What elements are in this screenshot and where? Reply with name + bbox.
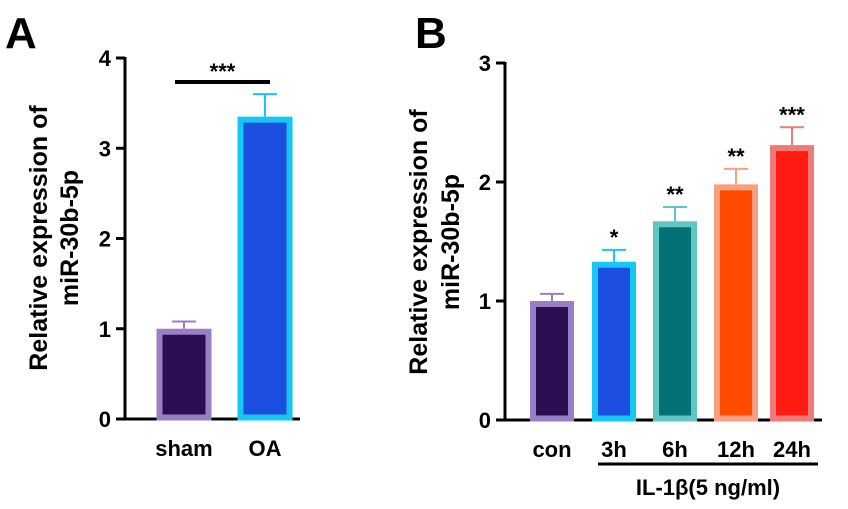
bar (714, 184, 758, 422)
y-tick-label: 0 (99, 407, 111, 432)
significance-label: * (610, 225, 619, 250)
bar (592, 261, 636, 422)
x-category-label: 12h (717, 437, 755, 462)
significance-label: ** (666, 182, 684, 207)
y-tick-label: 2 (99, 227, 111, 252)
x-category-label: OA (249, 436, 282, 461)
bar (770, 145, 814, 422)
chart-a: 0 1 2 3 4 sham OA *** (99, 46, 300, 461)
bar (530, 301, 574, 422)
y-tick-label: 1 (99, 317, 111, 342)
chart-b: 0 1 2 3 con 3h * 6h ** 12h ** 24h *** IL-1β(5 ng/ml) (479, 51, 822, 500)
y-axis-title-a-line2: miR-30b-5p (56, 170, 84, 306)
y-tick-label: 3 (479, 51, 491, 76)
significance-label: *** (210, 59, 236, 84)
bar (653, 221, 697, 422)
group-label: IL-1β(5 ng/ml) (636, 475, 780, 500)
significance-label: ** (727, 144, 745, 169)
y-axis-title-a-line1: Relative expression of (25, 105, 53, 371)
x-category-label: sham (155, 436, 212, 461)
x-category-label: 3h (601, 437, 627, 462)
y-tick-label: 2 (479, 170, 491, 195)
y-axis-title-b-line2: miR-30b-5p (437, 174, 465, 310)
y-tick-label: 3 (99, 136, 111, 161)
x-category-label: 24h (773, 437, 811, 462)
panel-label-a: A (5, 9, 37, 58)
x-category-label: 6h (662, 437, 688, 462)
y-tick-label: 4 (99, 46, 112, 71)
y-tick-label: 1 (479, 289, 491, 314)
panel-label-b: B (415, 9, 447, 58)
bar (156, 328, 212, 421)
significance-label: *** (779, 102, 805, 127)
y-tick-label: 0 (479, 408, 491, 433)
x-category-label: con (532, 437, 571, 462)
y-axis-title-b-line1: Relative expression of (405, 109, 433, 375)
bar (237, 116, 293, 421)
